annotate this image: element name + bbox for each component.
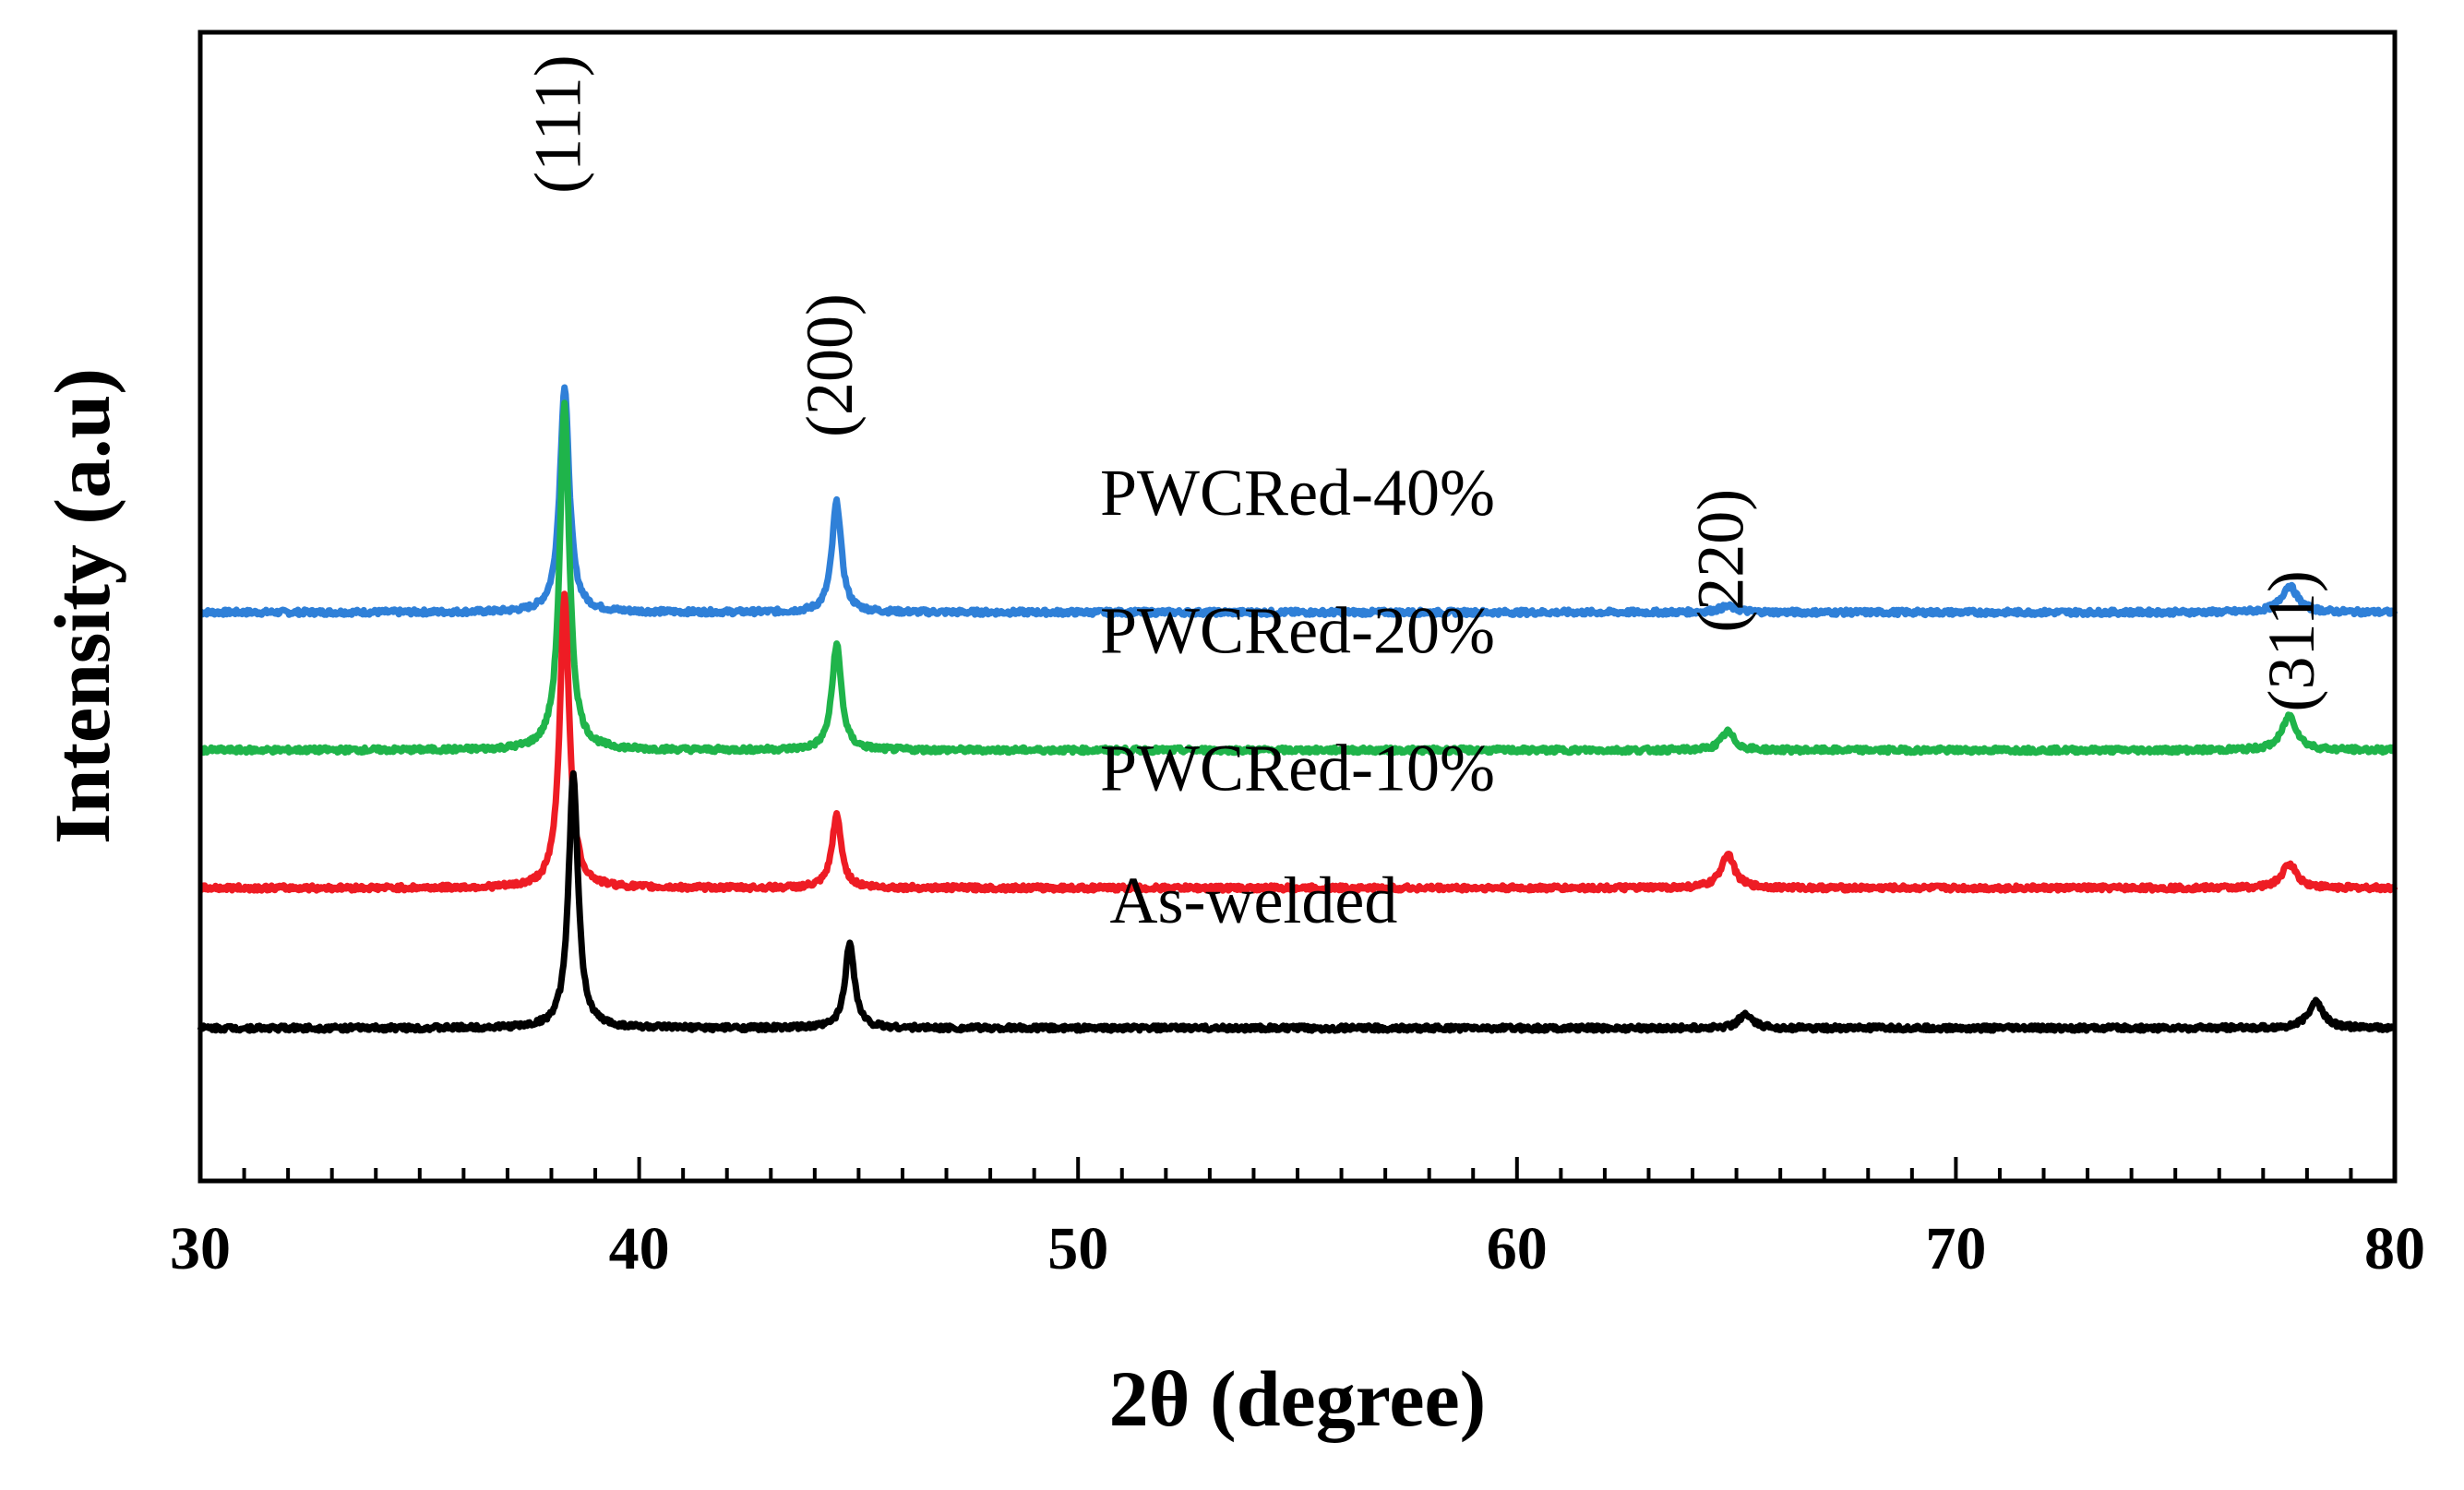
series-line-pwcred-20- <box>197 399 2398 757</box>
peak-label: (111) <box>520 54 594 194</box>
x-tick-label: 40 <box>609 1215 670 1282</box>
x-tick-label: 60 <box>1487 1215 1548 1282</box>
y-axis-title: Intensity (a.u) <box>38 368 126 844</box>
peak-label: (311) <box>2255 570 2328 711</box>
series-label: As-welded <box>1109 864 1397 937</box>
series-layer <box>197 384 2398 1034</box>
label-layer: PWCRed-40% PWCRed-20% PWCRed-10% As-welded (… <box>520 54 2328 937</box>
x-tick-label: 70 <box>1925 1215 1986 1282</box>
series-label: PWCRed-20% <box>1100 593 1495 667</box>
peak-label: (200) <box>793 293 867 437</box>
tick-layer: 30 40 50 60 70 80 <box>170 1157 2425 1282</box>
x-tick-label: 50 <box>1047 1215 1108 1282</box>
x-tick-label: 80 <box>2364 1215 2425 1282</box>
peak-label: (220) <box>1684 489 1758 633</box>
series-label: PWCRed-10% <box>1100 732 1495 805</box>
series-line-pwcred-10- <box>197 590 2398 894</box>
series-line-as-welded <box>197 769 2398 1034</box>
series-label: PWCRed-40% <box>1100 456 1495 530</box>
x-axis-title: 2θ (degree) <box>1109 1354 1487 1443</box>
x-tick-label: 30 <box>170 1215 231 1282</box>
